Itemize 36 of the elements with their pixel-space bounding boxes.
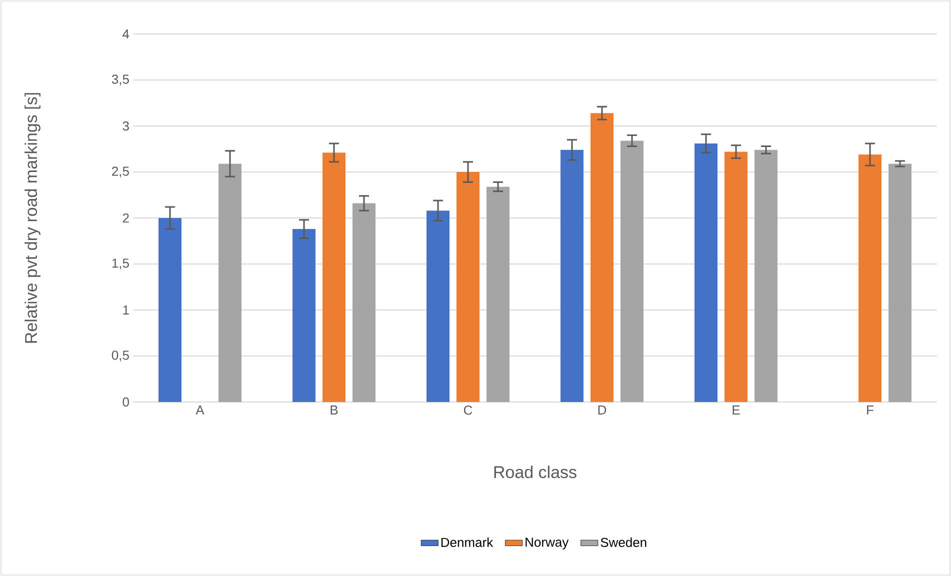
bar	[292, 229, 316, 402]
x-tick-label: C	[464, 406, 472, 415]
y-tick-label: 3,5	[112, 74, 129, 86]
x-tick-label: A	[196, 406, 204, 414]
x-tick-label: B	[330, 406, 338, 414]
bar	[560, 150, 584, 402]
bar	[158, 218, 182, 402]
x-axis-title: Road class	[494, 466, 576, 478]
bar	[754, 150, 778, 402]
x-tick-label: D	[598, 406, 606, 414]
x-tick-label: F	[867, 406, 874, 414]
bar	[724, 152, 748, 402]
bar	[694, 143, 718, 402]
y-tick-label: 0	[122, 397, 129, 407]
bar	[218, 164, 242, 402]
y-tick-label: 2,5	[112, 166, 129, 178]
y-tick-label: 1	[123, 306, 129, 314]
y-tick-label: 1,5	[112, 258, 129, 270]
y-tick-label: 3	[122, 121, 129, 131]
bar	[590, 113, 614, 402]
bar	[426, 210, 450, 402]
y-tick-label: 2	[122, 213, 129, 223]
legend-label: Denmark	[441, 537, 494, 548]
bar	[352, 203, 376, 402]
y-tick-label: 0,5	[112, 350, 129, 362]
bar	[888, 164, 912, 402]
y-tick-label: 4	[122, 30, 130, 38]
bar	[858, 154, 882, 402]
legend-label: Norway	[526, 538, 569, 550]
x-tick-label: E	[732, 406, 740, 414]
bar	[620, 140, 644, 402]
y-axis-title: Relative pvt dry road markings [s]	[24, 93, 40, 343]
bar	[322, 152, 346, 402]
bar	[486, 186, 510, 402]
bar	[456, 172, 480, 402]
legend-label: Sweden	[600, 537, 646, 548]
